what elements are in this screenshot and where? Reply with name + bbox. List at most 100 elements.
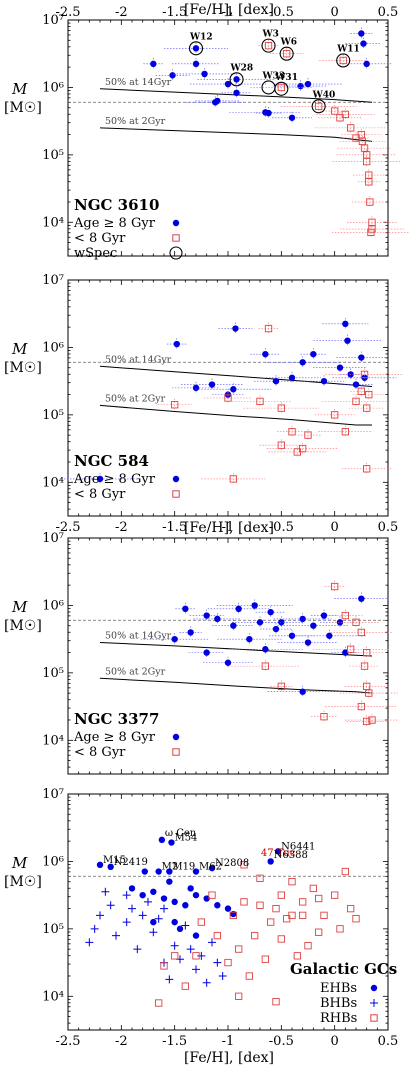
data-point-old (272, 377, 280, 385)
data-point-young (181, 982, 189, 990)
cluster-label: ω Cen (165, 828, 197, 839)
legend-label: Age ≥ 8 Gyr (73, 472, 156, 487)
legend-label: EHBs (320, 981, 357, 996)
legend-marker-ehb (370, 984, 378, 992)
data-point-young (256, 397, 264, 406)
y-axis-label: M (11, 340, 28, 358)
cluster-label: M19 (172, 862, 195, 873)
data-point-old (310, 350, 317, 358)
data-point-bhb (213, 958, 222, 967)
x-tick-label: -2 (115, 520, 128, 535)
middle-x-axis-label: [Fe/H], [dex] (184, 520, 274, 536)
data-point-young (256, 901, 264, 909)
data-point-old (208, 864, 216, 872)
data-point-old (342, 320, 349, 328)
data-point-old (267, 608, 274, 616)
data-point-old (182, 605, 189, 612)
data-point-old (267, 858, 274, 865)
data-point-old (224, 905, 232, 912)
data-point-bhb (197, 951, 206, 960)
curve-label: 50% at 2Gyr (105, 393, 166, 404)
legend-label: RHBs (320, 1011, 357, 1026)
panel-title: NGC 3610 (74, 196, 159, 214)
data-point-young (264, 324, 273, 333)
chart-panel-1: -2.5 -2 -1.5 -1 -0.5 0 0.5 10⁴ 10⁵ 10⁶ 10⁷ M [M☉] 50%… (4, 5, 410, 261)
data-point-old (203, 895, 210, 902)
y-axis-label: M (11, 854, 28, 872)
data-point-young (365, 390, 373, 399)
y-tick-label: 10⁴ (42, 733, 64, 748)
data-point-old (171, 898, 178, 906)
x-tick-label: -1.5 (162, 520, 187, 535)
data-point-old (358, 595, 365, 602)
data-point-young (352, 915, 360, 923)
y-tick-label: 10⁵ (42, 408, 64, 423)
data-point-old (107, 863, 114, 871)
spectroscopy-ring (188, 41, 204, 56)
panel-title: NGC 584 (74, 452, 149, 470)
y-axis-unit: [M☉] (4, 874, 42, 890)
data-point-young (304, 431, 312, 439)
x-tick-label: 0.5 (378, 1034, 399, 1049)
data-point-old (246, 635, 253, 643)
data-point-young (309, 884, 317, 893)
legend-marker-rhb (370, 1014, 378, 1022)
data-point-old (214, 902, 221, 909)
data-point-young (155, 999, 163, 1007)
data-point-bhb (122, 918, 131, 927)
data-point-old (288, 632, 296, 639)
completeness-curve (99, 365, 373, 387)
completeness-curve (99, 404, 372, 426)
data-point-old (233, 89, 240, 97)
data-point-old (274, 848, 282, 855)
spectroscopy-ring (311, 99, 326, 114)
x-tick-label: -2 (115, 5, 128, 20)
x-tick-label: -1.5 (162, 5, 187, 20)
data-point-young (331, 582, 339, 591)
data-point-old (320, 612, 328, 619)
data-point-bhb (138, 911, 147, 920)
chart-panel-4: -2.5 -2 -1.5 -1 -0.5 0 0.5 10⁴ 10⁵ 10⁶ 10⁷ M [M☉] ω C… (4, 787, 398, 1049)
data-point-old (192, 891, 200, 899)
data-point-old (176, 925, 184, 933)
cluster-label: N6388 (274, 850, 308, 861)
cluster-label: M2 (162, 862, 179, 873)
data-point-old (141, 868, 148, 875)
data-point-young (367, 228, 375, 237)
data-point-old (192, 384, 200, 392)
cluster-label: W11 (336, 44, 360, 54)
data-point-old (299, 359, 306, 366)
data-point-bhb (181, 921, 190, 930)
data-point-old (187, 885, 194, 892)
data-point-young (357, 628, 365, 637)
x-tick-label: -0.5 (269, 520, 294, 535)
data-point-bhb (90, 924, 99, 933)
y-axis-label: M (11, 80, 28, 98)
data-point-bhb (85, 938, 94, 947)
data-point-old (166, 878, 173, 885)
data-point-bhb (186, 945, 195, 954)
data-point-old (203, 649, 210, 656)
chart-panels: -2.5 -2 -1.5 -1 -0.5 0 0.5 10⁴ 10⁵ 10⁶ 10⁷ M [M☉] 50%… (4, 5, 410, 1049)
top-x-axis-label: [Fe/H], [dex] (184, 2, 274, 18)
data-point-young (368, 716, 376, 724)
data-point-young (366, 198, 374, 206)
spectroscopy-ring (279, 46, 294, 61)
legend-marker-old (172, 733, 180, 741)
legend-label: < 8 Gyr (74, 487, 126, 502)
data-point-bhb (133, 945, 142, 954)
legend-marker-old (172, 219, 180, 227)
chart-panel-2: -2.5 -2 -1.5 -1 -0.5 0 0.5 10⁴ 10⁵ 10⁶ 10⁷ M [M☉] 50%… (4, 273, 404, 535)
x-tick-label: -1.5 (162, 1034, 187, 1049)
data-point-old (299, 688, 306, 695)
data-point-old (320, 377, 328, 385)
cluster-label: W6 (280, 38, 297, 48)
data-point-old (262, 350, 269, 358)
data-point-old (150, 918, 157, 926)
data-point-old (160, 895, 168, 902)
spectroscopy-ring (261, 38, 276, 53)
x-tick-label: -2.5 (55, 520, 80, 535)
data-point-old (360, 40, 367, 47)
y-tick-label: 10⁴ (42, 989, 64, 1004)
